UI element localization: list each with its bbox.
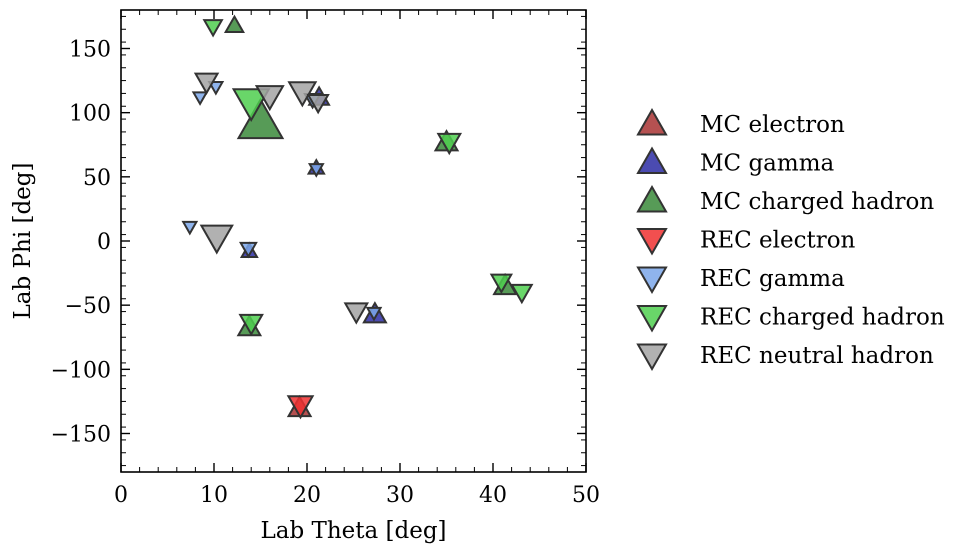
data-point [287, 81, 318, 108]
series-rec-gamma [181, 81, 383, 322]
legend-marker [636, 343, 668, 372]
legend-label: REC neutral hadron [700, 343, 934, 369]
data-point [223, 14, 245, 33]
legend-item: MC electron [636, 107, 845, 138]
data-point [436, 132, 463, 156]
data-point [343, 302, 370, 325]
legend-marker [636, 266, 668, 295]
legend-item: REC charged hadron [636, 305, 945, 333]
y-tick-label: −150 [51, 423, 111, 448]
legend-label: MC charged hadron [700, 189, 934, 215]
legend-marker [636, 228, 668, 256]
data-point [254, 85, 285, 112]
x-tick-label: 20 [293, 483, 321, 508]
series-rec-charged-hadron [202, 19, 534, 337]
x-tick-label: 30 [386, 483, 414, 508]
x-tick-label: 50 [572, 483, 600, 508]
series-mc-charged-hadron [223, 14, 518, 337]
legend-label: REC charged hadron [700, 305, 945, 331]
data-point [306, 93, 330, 115]
y-tick-label: 0 [97, 230, 111, 255]
legend-item: REC gamma [636, 266, 845, 295]
data-point [489, 273, 513, 294]
y-axis-label: Lab Phi [deg] [10, 163, 36, 320]
legend-item: REC electron [636, 228, 856, 256]
y-tick-label: 50 [83, 166, 111, 191]
y-tick-label: −50 [65, 294, 111, 319]
data-point [231, 88, 271, 123]
data-point [181, 220, 199, 236]
series-rec-electron [286, 395, 315, 420]
legend-item: MC gamma [636, 146, 835, 177]
data-point [286, 395, 315, 420]
data-point [510, 283, 534, 305]
data-point [202, 19, 224, 38]
plot-frame [120, 9, 587, 473]
data-point [207, 81, 225, 96]
plot-area [181, 14, 534, 420]
legend-item: REC neutral hadron [636, 343, 934, 372]
series-rec-neutral-hadron [193, 72, 370, 325]
axes: 0 10 20 30 40 50 −150 −100 −50 0 50 100 150 [51, 9, 600, 508]
legend-label: REC gamma [700, 266, 845, 292]
x-tick-label: 0 [114, 483, 128, 508]
legend: MC electron MC gamma MC charged hadron REC … [636, 107, 945, 372]
data-point [238, 241, 258, 259]
y-tick-label: 100 [69, 102, 111, 127]
legend-label: REC electron [700, 228, 856, 254]
x-tick-label: 10 [200, 483, 228, 508]
legend-marker [636, 107, 668, 136]
legend-marker [636, 305, 668, 333]
data-point [307, 163, 325, 178]
data-point [365, 306, 383, 322]
legend-label: MC electron [700, 112, 845, 138]
legend-label: MC gamma [700, 151, 835, 177]
data-point [191, 91, 209, 106]
data-point [199, 224, 234, 255]
data-point [238, 313, 264, 337]
y-tick-label: −100 [51, 358, 111, 383]
legend-item: MC charged hadron [636, 184, 934, 215]
x-axis-label: Lab Theta [deg] [260, 518, 446, 544]
legend-marker [636, 146, 668, 174]
y-tick-label: 150 [69, 38, 111, 63]
data-point [193, 72, 220, 95]
legend-marker [636, 184, 668, 213]
x-tick-label: 40 [479, 483, 507, 508]
